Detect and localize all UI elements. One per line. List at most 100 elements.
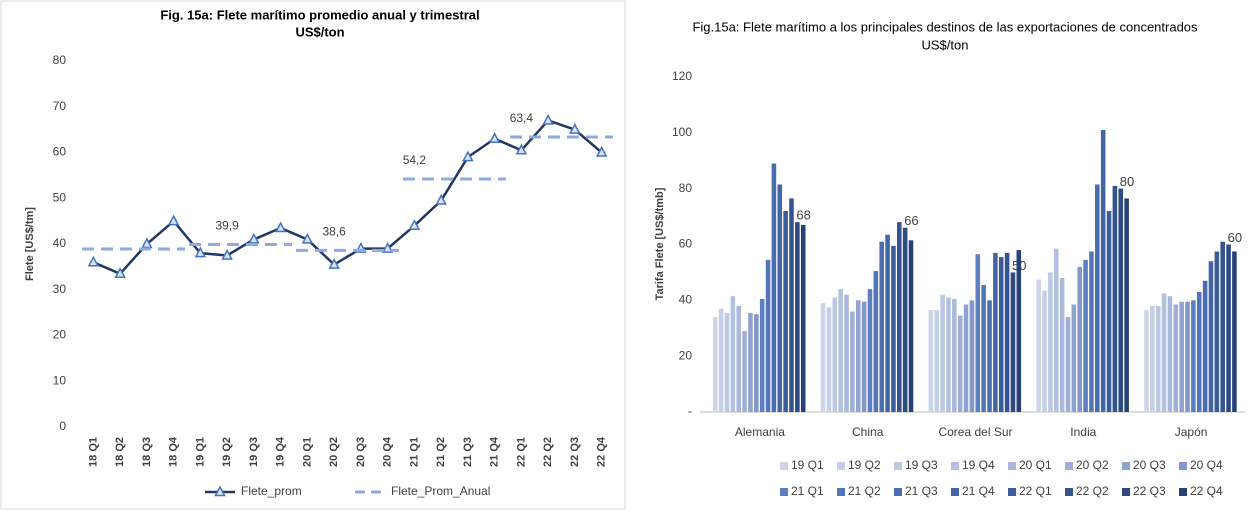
- bar: [832, 297, 838, 412]
- x-tick-label: 22 Q1: [515, 437, 527, 467]
- bar: [1124, 198, 1129, 412]
- marker: [114, 267, 126, 278]
- y-axis-label: Tarifa Flete [US$/tmb]: [654, 187, 666, 300]
- x-tick-label: 19 Q3: [248, 437, 260, 467]
- bar: [1226, 244, 1231, 412]
- bar: [800, 224, 806, 412]
- legend-label: 21 Q1: [791, 484, 824, 498]
- marker: [328, 257, 340, 269]
- y-tick-label: 20: [679, 348, 693, 362]
- marker: [488, 132, 501, 144]
- bar: [1010, 272, 1016, 412]
- bar: [855, 300, 861, 412]
- bar: [1214, 251, 1220, 412]
- x-tick-label: 20 Q2: [328, 437, 340, 467]
- bar: [897, 222, 902, 412]
- y-tick-label: 70: [53, 99, 67, 113]
- bar: [1191, 300, 1196, 412]
- chart-subtitle: US$/ton: [295, 24, 344, 39]
- panel-border: [0, 0, 626, 510]
- bar: [969, 300, 975, 412]
- marker: [569, 123, 581, 134]
- bar: [765, 259, 771, 412]
- bar: [777, 184, 783, 412]
- bar: [730, 296, 736, 412]
- y-tick-label: 80: [53, 53, 67, 67]
- data-label: 68: [796, 208, 810, 223]
- bar: [998, 257, 1004, 412]
- bar: [759, 298, 765, 412]
- x-tick-label: 18 Q3: [141, 437, 153, 467]
- legend-label: 22 Q4: [1190, 484, 1223, 498]
- bar: [736, 305, 742, 412]
- chart-subtitle: US$/ton: [922, 37, 969, 52]
- legend-swatch: [951, 488, 959, 496]
- x-tick-label: 22 Q2: [542, 437, 554, 467]
- marker: [141, 237, 153, 249]
- y-tick-label: 100: [672, 125, 692, 139]
- x-tick-label: 22 Q4: [596, 436, 608, 467]
- bar: [713, 317, 718, 412]
- bar: [844, 294, 849, 412]
- bar: [928, 310, 934, 412]
- bar: [838, 289, 843, 412]
- bar: [1185, 301, 1190, 412]
- x-tick-label: 21 Q2: [435, 437, 447, 467]
- legend-swatch: [780, 488, 788, 496]
- bar: [1083, 259, 1088, 412]
- chart-title: Fig. 15a: Flete marítimo promedio anual …: [160, 7, 479, 22]
- x-tick-label: 21 Q3: [462, 437, 474, 467]
- legend-swatch: [837, 488, 845, 496]
- marker: [595, 145, 608, 157]
- legend-swatch: [894, 462, 902, 470]
- y-tick-label: 0: [59, 419, 66, 433]
- bar: [975, 254, 981, 412]
- legend-swatch: [1122, 462, 1130, 470]
- bar: [1179, 301, 1184, 412]
- bar: [1161, 293, 1167, 412]
- y-tick-label: -: [688, 404, 692, 418]
- bar: [1036, 279, 1041, 412]
- marker: [194, 246, 207, 258]
- bar: [748, 312, 753, 412]
- bar: [1173, 304, 1179, 412]
- bar: [1071, 304, 1077, 412]
- legend-label: 20 Q2: [1076, 458, 1109, 472]
- legend-label: Flete_Prom_Anual: [391, 484, 490, 498]
- bar: [1065, 317, 1071, 412]
- y-axis-label: Flete [US$/tm]: [24, 207, 36, 281]
- marker: [167, 214, 180, 226]
- data-label: 39,9: [215, 219, 239, 233]
- data-label: 63,4: [510, 111, 534, 125]
- bar: [789, 198, 794, 412]
- x-tick-label: 18 Q2: [114, 437, 126, 467]
- legend-label: 20 Q3: [1133, 458, 1166, 472]
- bar: [879, 241, 884, 412]
- x-tick-label: 20 Q1: [301, 437, 313, 467]
- legend-swatch: [1179, 462, 1187, 470]
- bar: [993, 252, 998, 412]
- bar: [771, 163, 777, 412]
- legend-swatch: [837, 462, 845, 470]
- bar: [1100, 130, 1106, 412]
- bar: [963, 304, 969, 412]
- x-tick-label: India: [1070, 425, 1096, 439]
- bar: [742, 331, 747, 412]
- x-tick-label: 21 Q1: [408, 437, 420, 467]
- marker: [381, 241, 394, 253]
- legend-label: 22 Q1: [1019, 484, 1052, 498]
- legend-swatch: [1008, 488, 1016, 496]
- x-tick-label: 19 Q1: [194, 437, 206, 467]
- bar: [1167, 296, 1173, 412]
- line: [92, 119, 603, 276]
- x-tick-label: 21 Q4: [489, 436, 501, 467]
- bar: [820, 303, 826, 412]
- x-tick-label: Japón: [1175, 425, 1208, 439]
- bar: [902, 227, 908, 412]
- bar: [1144, 310, 1149, 412]
- legend-swatch: [1179, 488, 1187, 496]
- bar: [940, 294, 945, 412]
- bar: [826, 307, 832, 412]
- bar: [783, 211, 788, 412]
- bar: [885, 234, 890, 412]
